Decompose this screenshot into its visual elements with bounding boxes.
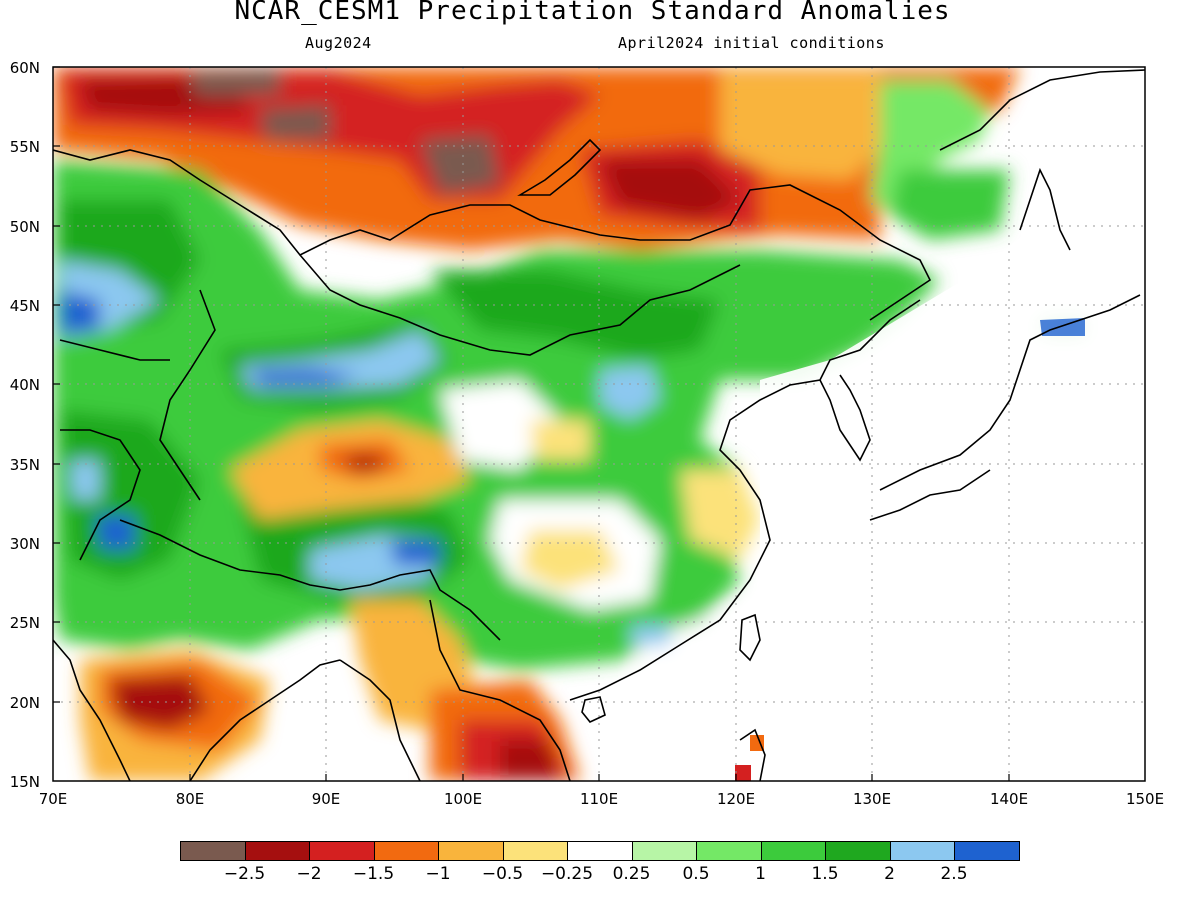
legend-label: 0.25: [612, 864, 651, 884]
legend-swatch: [954, 841, 1020, 861]
lon-label-110e: 110E: [579, 790, 619, 808]
legend-swatch: [631, 841, 697, 861]
map-title: NCAR_CESM1 Precipitation Standard Anomal…: [234, 0, 951, 26]
lon-label-100e: 100E: [443, 790, 483, 808]
legend-label: 0.5: [682, 864, 710, 884]
lat-label-55n: 55N: [9, 138, 40, 156]
legend-swatch: [244, 841, 310, 861]
legend-label: 1: [755, 864, 766, 884]
legend-swatch: [889, 841, 955, 861]
legend-label: −0.25: [540, 864, 594, 884]
lon-label-140e: 140E: [989, 790, 1029, 808]
legend-swatch: [438, 841, 504, 861]
lon-label-150e: 150E: [1125, 790, 1165, 808]
lat-label-50n: 50N: [9, 218, 40, 236]
legend-swatch: [309, 841, 375, 861]
coastlines-borders: [53, 69, 1145, 781]
legend-label: 1.5: [811, 864, 839, 884]
ocean-mask: [760, 120, 1145, 781]
forecast-month: Aug2024: [305, 34, 372, 52]
axis-ticks: [53, 66, 1010, 781]
legend-swatch: [567, 841, 633, 861]
legend-label: −1.5: [352, 864, 395, 884]
legend-label: −1: [425, 864, 451, 884]
legend-label: −2: [296, 864, 322, 884]
legend-swatch: [696, 841, 762, 861]
lat-label-20n: 20N: [9, 694, 40, 712]
lon-label-80e: 80E: [175, 790, 205, 808]
lat-label-15n: 15N: [9, 773, 40, 791]
lat-label-40n: 40N: [9, 376, 40, 394]
legend-swatch: [180, 841, 246, 861]
lat-label-35n: 35N: [9, 456, 40, 474]
lat-label-30n: 30N: [9, 535, 40, 553]
legend-label: −2.5: [223, 864, 266, 884]
lon-label-130e: 130E: [852, 790, 892, 808]
legend-swatch: [825, 841, 891, 861]
lon-label-120e: 120E: [716, 790, 756, 808]
legend-swatch: [502, 841, 568, 861]
legend-label: −0.5: [481, 864, 524, 884]
lon-label-70e: 70E: [38, 790, 68, 808]
legend-label: 2.5: [940, 864, 968, 884]
grid-lines: [53, 67, 1145, 781]
lat-label-45n: 45N: [9, 297, 40, 315]
lat-label-60n: 60N: [9, 59, 40, 77]
legend-swatch: [373, 841, 439, 861]
lon-label-90e: 90E: [311, 790, 341, 808]
legend-label: 2: [884, 864, 895, 884]
legend-swatch: [760, 841, 826, 861]
lat-label-25n: 25N: [9, 614, 40, 632]
initial-conditions: April2024 initial conditions: [618, 34, 885, 52]
